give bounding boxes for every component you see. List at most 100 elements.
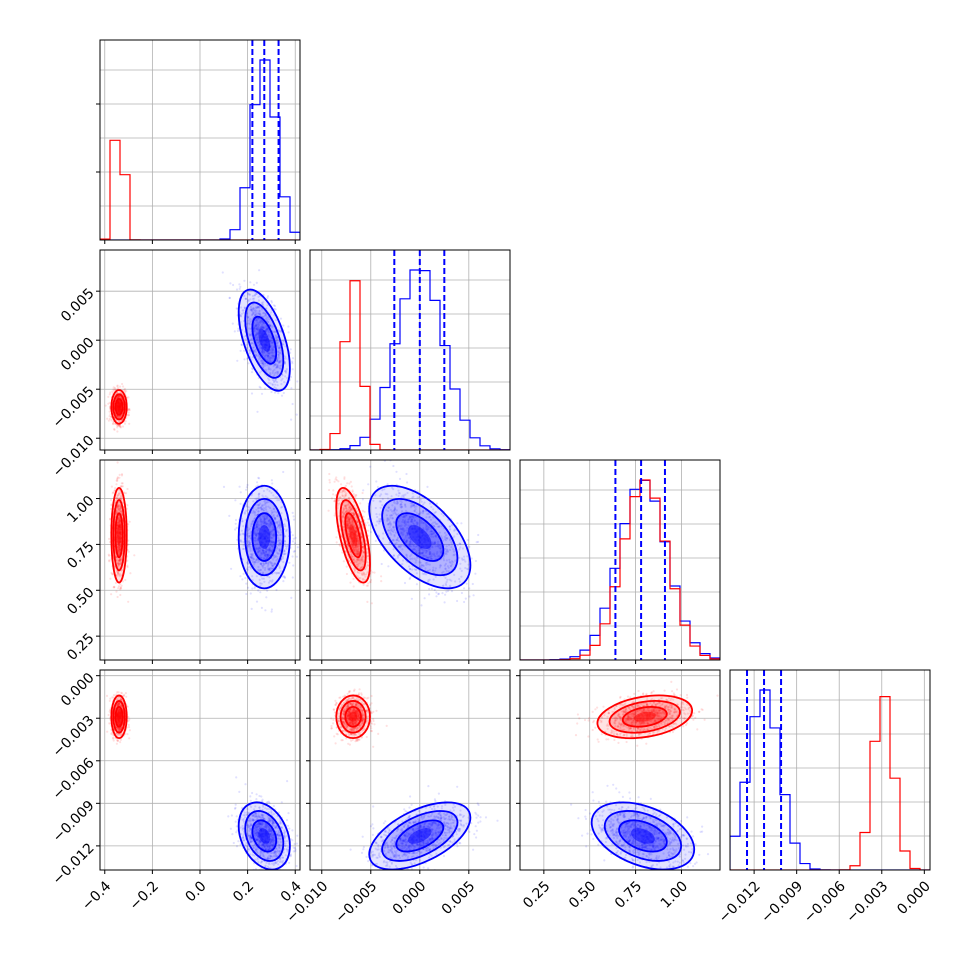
sample-point bbox=[117, 400, 121, 403]
sample-point bbox=[268, 360, 271, 363]
sample-point bbox=[270, 351, 273, 354]
sample-point bbox=[370, 578, 373, 582]
sample-point bbox=[260, 345, 263, 348]
sample-point bbox=[240, 306, 243, 309]
sample-point bbox=[259, 320, 262, 323]
sample-point bbox=[265, 316, 268, 319]
sample-point bbox=[285, 371, 288, 374]
sample-point bbox=[275, 588, 278, 592]
sample-point bbox=[239, 314, 242, 317]
sample-point bbox=[271, 354, 274, 357]
sample-point bbox=[250, 338, 254, 341]
sample-point bbox=[277, 353, 280, 356]
sample-point bbox=[287, 331, 290, 334]
sample-point bbox=[238, 287, 241, 290]
sample-point bbox=[117, 424, 121, 427]
sample-point bbox=[249, 327, 252, 330]
sample-point bbox=[273, 381, 276, 384]
sample-point bbox=[260, 392, 264, 395]
sample-point bbox=[267, 360, 270, 363]
sample-point bbox=[108, 560, 111, 563]
sample-point bbox=[108, 554, 111, 557]
sample-point bbox=[254, 334, 257, 337]
sample-point bbox=[262, 321, 265, 324]
sample-point bbox=[258, 344, 261, 347]
sample-point bbox=[268, 357, 271, 360]
sample-point bbox=[284, 370, 287, 373]
sample-point bbox=[256, 323, 259, 326]
sample-point bbox=[280, 539, 283, 542]
sample-point bbox=[254, 324, 257, 327]
sample-point bbox=[263, 362, 267, 365]
sample-point bbox=[247, 362, 250, 365]
sample-point bbox=[274, 363, 277, 366]
sample-point bbox=[258, 312, 261, 315]
sample-point bbox=[293, 542, 297, 545]
sample-point bbox=[435, 502, 438, 505]
sample-point bbox=[256, 312, 259, 315]
sample-point bbox=[114, 388, 117, 391]
sample-point bbox=[256, 327, 259, 330]
sample-point bbox=[258, 269, 261, 272]
sample-point bbox=[116, 401, 119, 404]
sample-point bbox=[248, 543, 251, 546]
sample-point bbox=[243, 307, 247, 310]
sample-point bbox=[332, 493, 335, 496]
sample-point bbox=[245, 488, 248, 491]
sample-point bbox=[264, 325, 267, 328]
sample-point bbox=[243, 358, 246, 361]
sample-point bbox=[229, 282, 232, 285]
sample-point bbox=[288, 561, 291, 564]
sample-point bbox=[256, 319, 259, 322]
sample-point bbox=[335, 541, 338, 544]
sample-point bbox=[278, 345, 281, 348]
sample-point bbox=[119, 593, 122, 597]
sample-point bbox=[262, 360, 266, 364]
sample-point bbox=[405, 472, 408, 476]
sample-point bbox=[269, 324, 272, 327]
sample-point bbox=[398, 477, 402, 480]
histogram-red bbox=[100, 139, 300, 240]
sample-point bbox=[262, 566, 265, 569]
sample-point bbox=[265, 314, 268, 317]
panel-0-0 bbox=[96, 39, 301, 244]
sample-point bbox=[261, 348, 265, 352]
sample-point bbox=[261, 362, 264, 365]
sample-point bbox=[273, 354, 276, 357]
sample-point bbox=[276, 349, 279, 353]
sample-point bbox=[441, 592, 444, 595]
sample-point bbox=[254, 311, 257, 314]
sample-point bbox=[278, 360, 281, 363]
sample-point bbox=[257, 506, 260, 509]
sample-point bbox=[250, 333, 253, 336]
sample-point bbox=[122, 385, 125, 388]
sample-point bbox=[282, 560, 285, 564]
sample-point bbox=[276, 384, 279, 387]
sample-point bbox=[403, 581, 407, 585]
sample-point bbox=[430, 587, 433, 591]
contour-blue bbox=[244, 301, 285, 379]
sample-point bbox=[254, 349, 257, 352]
sample-point bbox=[111, 492, 114, 495]
sample-point bbox=[259, 321, 262, 324]
sample-point bbox=[284, 357, 287, 360]
sample-point bbox=[450, 590, 454, 593]
sample-point bbox=[276, 370, 279, 373]
sample-point bbox=[410, 597, 413, 600]
sample-point bbox=[255, 319, 258, 322]
sample-point bbox=[293, 550, 296, 553]
sample-point bbox=[437, 593, 440, 596]
sample-point bbox=[245, 592, 248, 596]
sample-point bbox=[464, 597, 467, 600]
sample-point bbox=[468, 595, 471, 598]
sample-point bbox=[258, 477, 261, 480]
sample-point bbox=[259, 313, 262, 316]
sample-point bbox=[283, 540, 287, 543]
sample-point bbox=[277, 350, 280, 353]
sample-point bbox=[235, 307, 238, 310]
sample-point bbox=[264, 314, 267, 317]
sample-point bbox=[123, 422, 127, 425]
sample-point bbox=[280, 542, 283, 545]
sample-point bbox=[270, 301, 273, 304]
contour-red bbox=[112, 393, 126, 421]
